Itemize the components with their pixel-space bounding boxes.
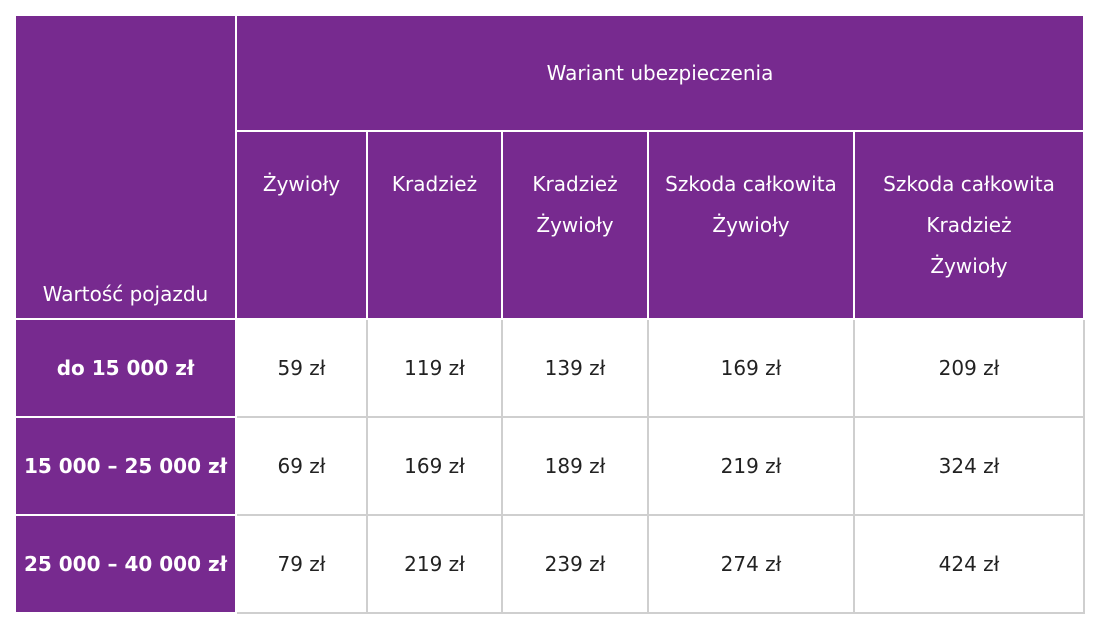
price-cell: 424 zł xyxy=(852,514,1086,614)
price-cell: 219 zł xyxy=(366,514,503,614)
price-cell: 169 zł xyxy=(366,416,503,516)
insurance-variant-label: Wariant ubezpieczenia xyxy=(546,61,774,85)
vehicle-value-label: Wartość pojazdu xyxy=(42,282,209,306)
column-header-szkoda-kradziez-zywioly: Szkoda całkowita Kradzież Żywioły xyxy=(852,130,1086,320)
table-row: 25 000 – 40 000 zł 79 zł 219 zł 239 zł 2… xyxy=(14,514,1086,614)
price-cell: 79 zł xyxy=(235,514,368,614)
column-header-line: Żywioły xyxy=(712,213,790,237)
column-header-kradziez: Kradzież xyxy=(366,130,503,320)
column-header-zywioly: Żywioły xyxy=(235,130,368,320)
table-row: do 15 000 zł 59 zł 119 zł 139 zł 169 zł … xyxy=(14,318,1086,418)
price-cell: 119 zł xyxy=(366,318,503,418)
insurance-variant-header: Wariant ubezpieczenia xyxy=(234,14,1086,132)
column-header-line: Kradzież xyxy=(391,172,478,196)
price-cell: 324 zł xyxy=(852,416,1086,516)
price-cell: 274 zł xyxy=(647,514,855,614)
column-header-line: Żywioły xyxy=(536,213,614,237)
price-cell: 189 zł xyxy=(501,416,649,516)
price-cell: 69 zł xyxy=(235,416,368,516)
column-header-kradziez-zywioly: Kradzież Żywioły xyxy=(501,130,649,320)
price-cell: 59 zł xyxy=(235,318,368,418)
table-row: 15 000 – 25 000 zł 69 zł 169 zł 189 zł 2… xyxy=(14,416,1086,516)
column-header-line: Kradzież xyxy=(532,172,618,196)
row-label: 15 000 – 25 000 zł xyxy=(14,416,237,516)
row-label: 25 000 – 40 000 zł xyxy=(14,514,237,614)
column-header-line: Żywioły xyxy=(930,254,1008,278)
vehicle-value-header: Wartość pojazdu xyxy=(14,14,237,320)
column-header-line: Kradzież xyxy=(926,213,1012,237)
row-label: do 15 000 zł xyxy=(14,318,237,418)
price-cell: 239 zł xyxy=(501,514,649,614)
column-header-line: Szkoda całkowita xyxy=(665,172,837,196)
price-cell: 219 zł xyxy=(647,416,855,516)
pricing-table: Wartość pojazdu Wariant ubezpieczenia Ży… xyxy=(14,14,1086,614)
price-cell: 169 zł xyxy=(647,318,855,418)
column-header-szkoda-zywioly: Szkoda całkowita Żywioły xyxy=(647,130,855,320)
price-cell: 139 zł xyxy=(501,318,649,418)
column-header-line: Szkoda całkowita xyxy=(883,172,1055,196)
column-header-line: Żywioły xyxy=(262,172,341,196)
price-cell: 209 zł xyxy=(852,318,1086,418)
